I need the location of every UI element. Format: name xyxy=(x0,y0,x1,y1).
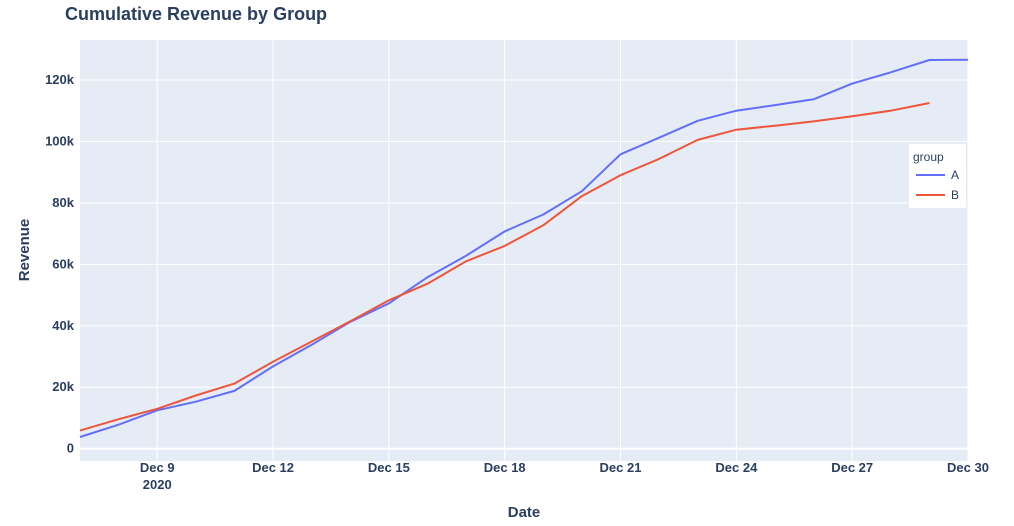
x-tick-sublabel: 2020 xyxy=(143,477,172,492)
x-tick-label: Dec 12 xyxy=(252,460,294,475)
legend-title: group xyxy=(913,150,944,164)
x-tick-label: Dec 15 xyxy=(368,460,410,475)
x-axis-title: Date xyxy=(508,504,541,521)
x-tick-label: Dec 18 xyxy=(484,460,526,475)
legend-item-label: A xyxy=(951,168,959,182)
series-line-b xyxy=(79,102,930,432)
series-lines xyxy=(79,58,969,438)
y-tick-label: 100k xyxy=(45,133,75,148)
y-tick-label: 20k xyxy=(52,379,74,394)
y-tick-label: 40k xyxy=(52,318,74,333)
x-tick-label: Dec 24 xyxy=(715,460,758,475)
y-axis-ticks: 0 20k 40k 60k 80k 100k 120k xyxy=(45,72,75,456)
x-tick-label: Dec 9 xyxy=(140,460,175,475)
x-tick-label: Dec 21 xyxy=(600,460,642,475)
x-tick-label: Dec 27 xyxy=(831,460,873,475)
grid xyxy=(80,40,969,461)
plot-area xyxy=(80,40,968,461)
legend: group AB xyxy=(909,144,966,208)
y-tick-label: 0 xyxy=(67,441,74,456)
y-axis-title: Revenue xyxy=(16,219,33,282)
legend-item-label: B xyxy=(951,188,959,202)
x-tick-label: Dec 30 xyxy=(947,460,989,475)
series-line-a xyxy=(79,58,969,438)
y-tick-label: 120k xyxy=(45,72,75,87)
y-tick-label: 60k xyxy=(52,256,74,271)
x-axis-ticks: Dec 9 2020 Dec 12 Dec 15 Dec 18 Dec 21 Dec 24 D… xyxy=(140,460,989,492)
y-tick-label: 80k xyxy=(52,195,74,210)
chart-title: Cumulative Revenue by Group xyxy=(65,4,327,24)
